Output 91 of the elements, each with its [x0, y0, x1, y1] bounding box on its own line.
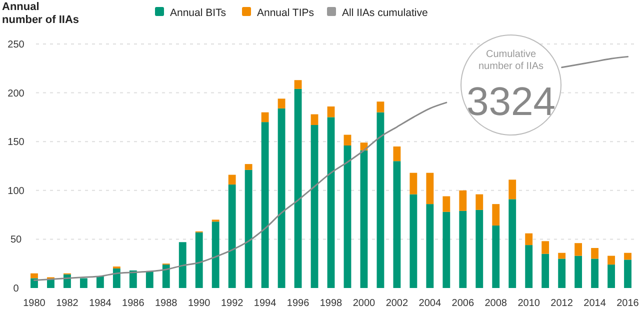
bar — [278, 98, 286, 108]
bar — [410, 194, 418, 288]
bar — [525, 245, 533, 288]
bar — [442, 212, 450, 288]
bar — [574, 256, 582, 288]
legend-label: All IIAs cumulative — [342, 7, 428, 19]
bar — [344, 146, 352, 288]
annotation: 3324 — [466, 80, 556, 124]
bar — [508, 180, 516, 200]
bar — [426, 204, 434, 288]
bar — [410, 172, 418, 194]
x-tick-label: 2006 — [452, 298, 474, 309]
y-tick-label: 0 — [13, 284, 20, 294]
legend-label: Annual TIPs — [257, 7, 314, 19]
x-tick-label: 1984 — [89, 298, 112, 309]
bar — [310, 125, 318, 288]
bar — [376, 112, 384, 288]
bar — [624, 252, 632, 260]
x-tick-label: 1980 — [23, 298, 46, 309]
bar — [178, 242, 186, 288]
x-tick-label: 1992 — [220, 298, 244, 309]
bar — [558, 258, 566, 288]
bar — [459, 210, 467, 288]
bar — [294, 88, 302, 288]
bar — [608, 264, 615, 288]
bar — [393, 161, 401, 288]
x-tick-label: 1994 — [254, 298, 277, 309]
bar — [542, 254, 550, 288]
bar — [542, 241, 550, 254]
bar — [294, 80, 302, 89]
bar — [228, 174, 236, 185]
x-tick-label: 2000 — [352, 298, 376, 309]
bar — [244, 164, 252, 170]
bar — [426, 172, 434, 204]
bar — [278, 108, 286, 288]
bar — [129, 270, 137, 288]
x-tick-label: 2008 — [484, 298, 508, 309]
bar — [476, 194, 484, 210]
bar — [376, 102, 384, 112]
bar — [327, 117, 335, 288]
bar — [393, 146, 401, 162]
bar — [30, 273, 38, 278]
bar — [327, 106, 335, 118]
bar — [162, 264, 170, 288]
y-tick-label: 200 — [8, 88, 25, 100]
bar — [310, 114, 318, 126]
bar — [261, 112, 269, 122]
bar — [228, 184, 236, 288]
bar — [624, 260, 632, 288]
bar — [96, 276, 104, 288]
y-tick-label: 50 — [10, 234, 22, 246]
bar — [591, 248, 598, 259]
bar — [492, 204, 500, 226]
bar — [591, 258, 598, 288]
y-tick-label: 100 — [8, 186, 25, 197]
bar — [212, 222, 220, 288]
bar — [344, 134, 352, 146]
bar — [459, 190, 467, 211]
x-tick-label: 2016 — [616, 298, 640, 309]
legend-label: Annual BITs — [170, 7, 226, 19]
bar — [360, 150, 368, 288]
bar — [30, 278, 38, 288]
annotation: Cumulative number of IIAs — [478, 49, 544, 72]
bar — [195, 232, 203, 288]
bar — [574, 243, 582, 256]
bar — [558, 252, 566, 259]
x-tick-label: 1996 — [286, 298, 310, 309]
bar — [244, 170, 252, 288]
bar — [608, 256, 615, 265]
bar — [476, 210, 484, 288]
y-tick-label: 150 — [8, 137, 25, 148]
bar — [146, 271, 154, 288]
bar — [80, 278, 88, 288]
x-tick-label: 2002 — [386, 298, 409, 309]
x-tick-label: 2004 — [418, 298, 442, 309]
x-tick-label: 1986 — [122, 298, 145, 309]
x-tick-label: 2014 — [584, 298, 606, 309]
y-axis-title: Annual number of IIAs — [2, 1, 80, 26]
x-tick-label: 1998 — [320, 298, 343, 309]
bar — [261, 122, 269, 288]
x-tick-label: 2012 — [550, 298, 574, 309]
x-tick-label: 1982 — [56, 298, 79, 309]
bar — [492, 226, 500, 288]
bar — [112, 268, 120, 288]
bar — [508, 199, 516, 288]
bar — [525, 233, 533, 246]
x-tick-label: 1990 — [188, 298, 211, 309]
y-tick-label: 250 — [8, 40, 25, 50]
x-tick-label: 2010 — [518, 298, 540, 309]
x-tick-label: 1988 — [155, 298, 178, 309]
bar — [442, 196, 450, 212]
